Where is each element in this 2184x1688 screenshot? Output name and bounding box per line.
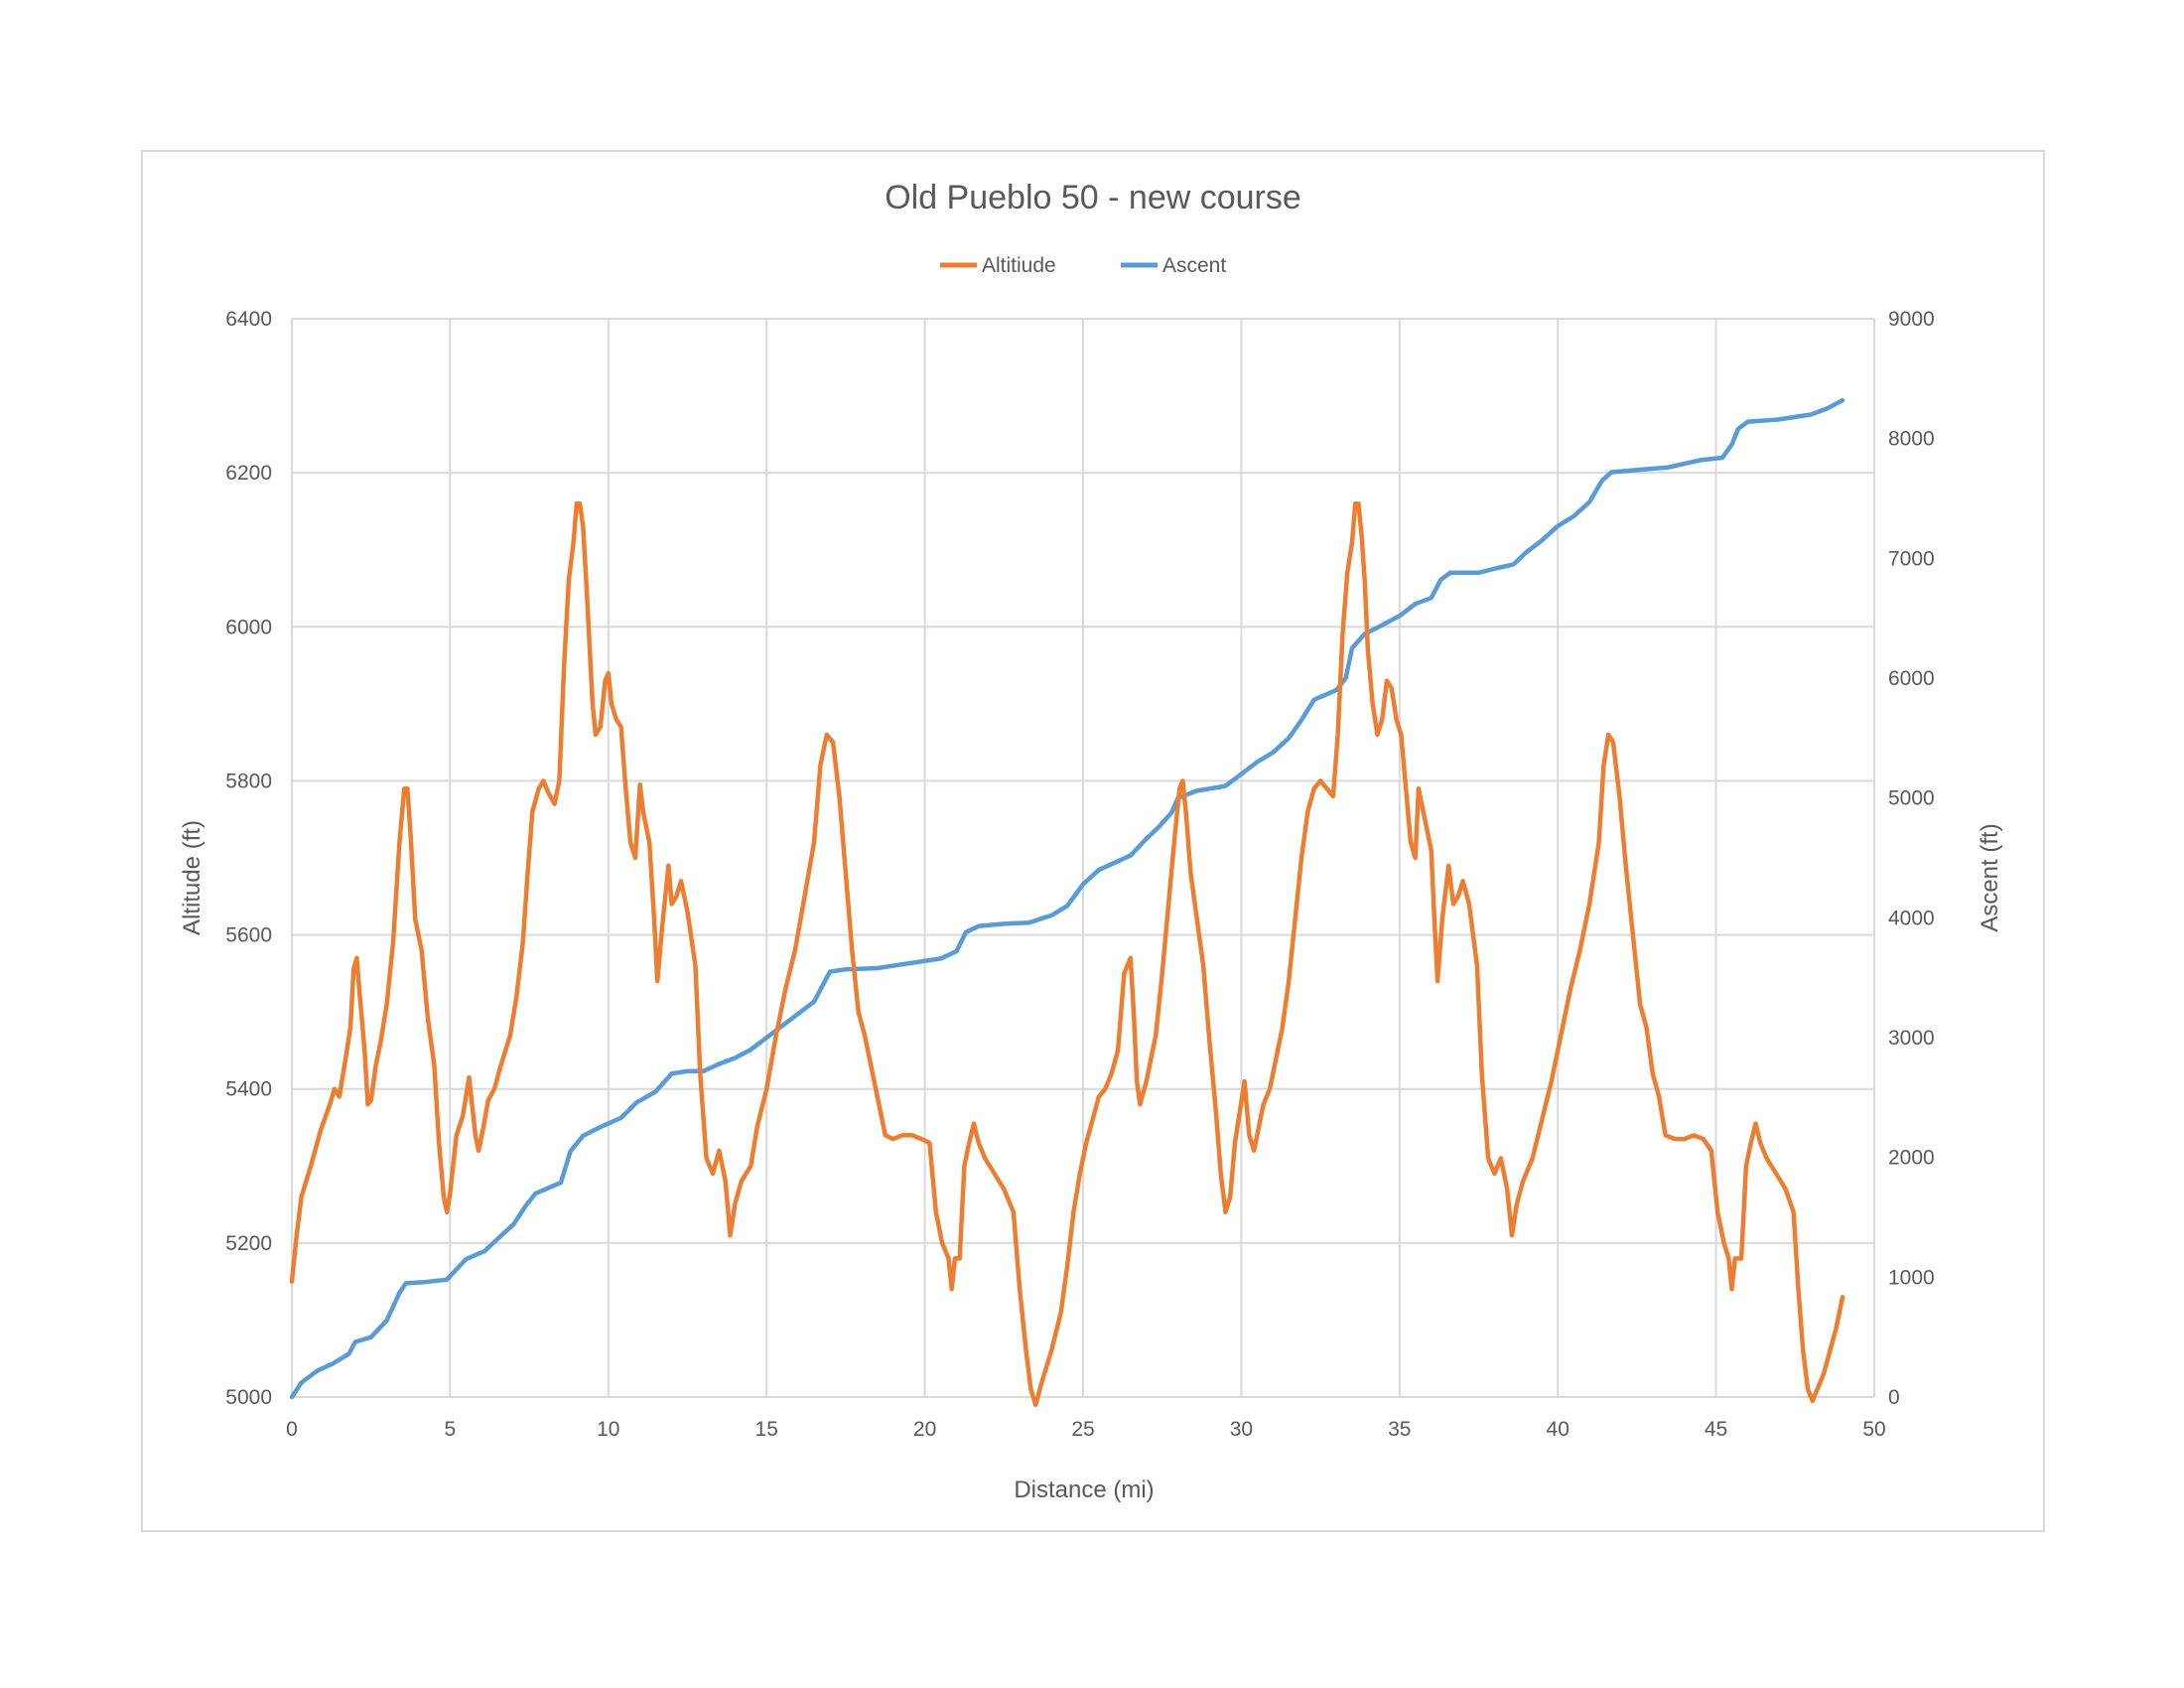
x-axis-ticks: 0 5 10 15 20 25 30 35 40 45 50 (286, 1418, 1886, 1441)
chart-svg: Old Pueblo 50 - new course Altitiude Asce… (179, 179, 2003, 1503)
x-tick-label: 25 (1071, 1418, 1094, 1441)
x-tick-label: 0 (286, 1418, 298, 1441)
y2-tick-label: 1000 (1888, 1266, 1935, 1289)
y-tick-label: 5600 (225, 924, 272, 947)
y2-tick-label: 0 (1888, 1386, 1900, 1409)
y2-tick-label: 4000 (1888, 907, 1935, 929)
y-tick-label: 6000 (225, 616, 272, 638)
y-axis-ticks: 5000 5200 5400 5600 5800 6000 6200 6400 (225, 308, 272, 1409)
series-line-altitude (289, 500, 1845, 1408)
y2-tick-label: 5000 (1888, 787, 1935, 810)
y-tick-label: 5200 (225, 1232, 272, 1255)
y2-tick-label: 3000 (1888, 1027, 1935, 1050)
y2-tick-label: 2000 (1888, 1147, 1935, 1170)
legend: Altitiude Ascent (940, 254, 1226, 277)
y-tick-label: 5800 (225, 770, 272, 792)
gridlines (291, 318, 1875, 1398)
chart-frame: Old Pueblo 50 - new course Altitiude Asce… (141, 150, 2045, 1532)
y2-axis-ticks: 0 1000 2000 3000 4000 5000 6000 7000 8000 9000 (1888, 308, 1935, 1409)
x-tick-label: 45 (1705, 1418, 1727, 1441)
x-tick-label: 10 (597, 1418, 619, 1441)
x-tick-label: 50 (1862, 1418, 1885, 1441)
y-tick-label: 5000 (225, 1386, 272, 1409)
x-tick-label: 40 (1547, 1418, 1570, 1441)
y2-tick-label: 8000 (1888, 428, 1935, 451)
legend-label-ascent: Ascent (1162, 254, 1226, 277)
y-tick-label: 6400 (225, 308, 272, 331)
x-tick-label: 5 (445, 1418, 457, 1441)
y-tick-label: 6200 (225, 462, 272, 485)
chart-title: Old Pueblo 50 - new course (885, 179, 1301, 216)
y-tick-label: 5400 (225, 1078, 272, 1101)
plot-lines (289, 397, 1845, 1408)
y2-tick-label: 9000 (1888, 308, 1935, 331)
y2-tick-label: 6000 (1888, 667, 1935, 690)
x-tick-label: 30 (1230, 1418, 1253, 1441)
legend-label-altitude: Altitiude (982, 254, 1056, 277)
x-tick-label: 15 (755, 1418, 778, 1441)
y-axis-title: Altitude (ft) (179, 820, 205, 935)
x-axis-title: Distance (mi) (1014, 1477, 1154, 1503)
series-line-ascent (289, 397, 1845, 1400)
y2-axis-title: Ascent (ft) (1977, 823, 2003, 931)
x-tick-label: 35 (1388, 1418, 1411, 1441)
x-tick-label: 20 (913, 1418, 936, 1441)
y2-tick-label: 7000 (1888, 547, 1935, 570)
